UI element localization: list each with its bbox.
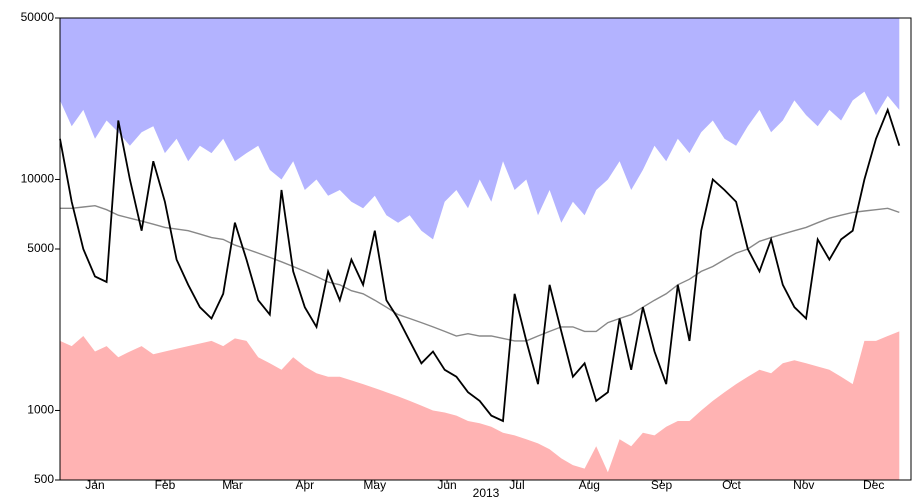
- x-axis-label: 2013: [473, 486, 500, 500]
- area: [60, 18, 900, 240]
- x-tick-label: Aug: [579, 478, 600, 492]
- x-tick-label: Dec: [863, 478, 884, 492]
- x-tick-label: Sep: [651, 478, 673, 492]
- x-tick-label: Apr: [295, 478, 314, 492]
- y-tick-label: 500: [34, 472, 54, 486]
- y-tick-label: 5000: [27, 241, 54, 255]
- series-line: [60, 204, 900, 342]
- x-tick-label: Oct: [722, 478, 741, 492]
- y-tick-label: 10000: [21, 172, 55, 186]
- area: [60, 331, 900, 480]
- y-tick-label: 1000: [27, 403, 54, 417]
- x-tick-label: Jun: [437, 478, 456, 492]
- x-tick-label: Jan: [85, 478, 104, 492]
- y-tick-label: 50000: [21, 10, 55, 24]
- x-tick-label: Feb: [155, 478, 176, 492]
- x-tick-label: Mar: [222, 478, 243, 492]
- x-tick-label: May: [363, 478, 386, 492]
- series-line: [59, 107, 901, 423]
- x-tick-label: Nov: [793, 478, 814, 492]
- x-tick-label: Jul: [509, 478, 524, 492]
